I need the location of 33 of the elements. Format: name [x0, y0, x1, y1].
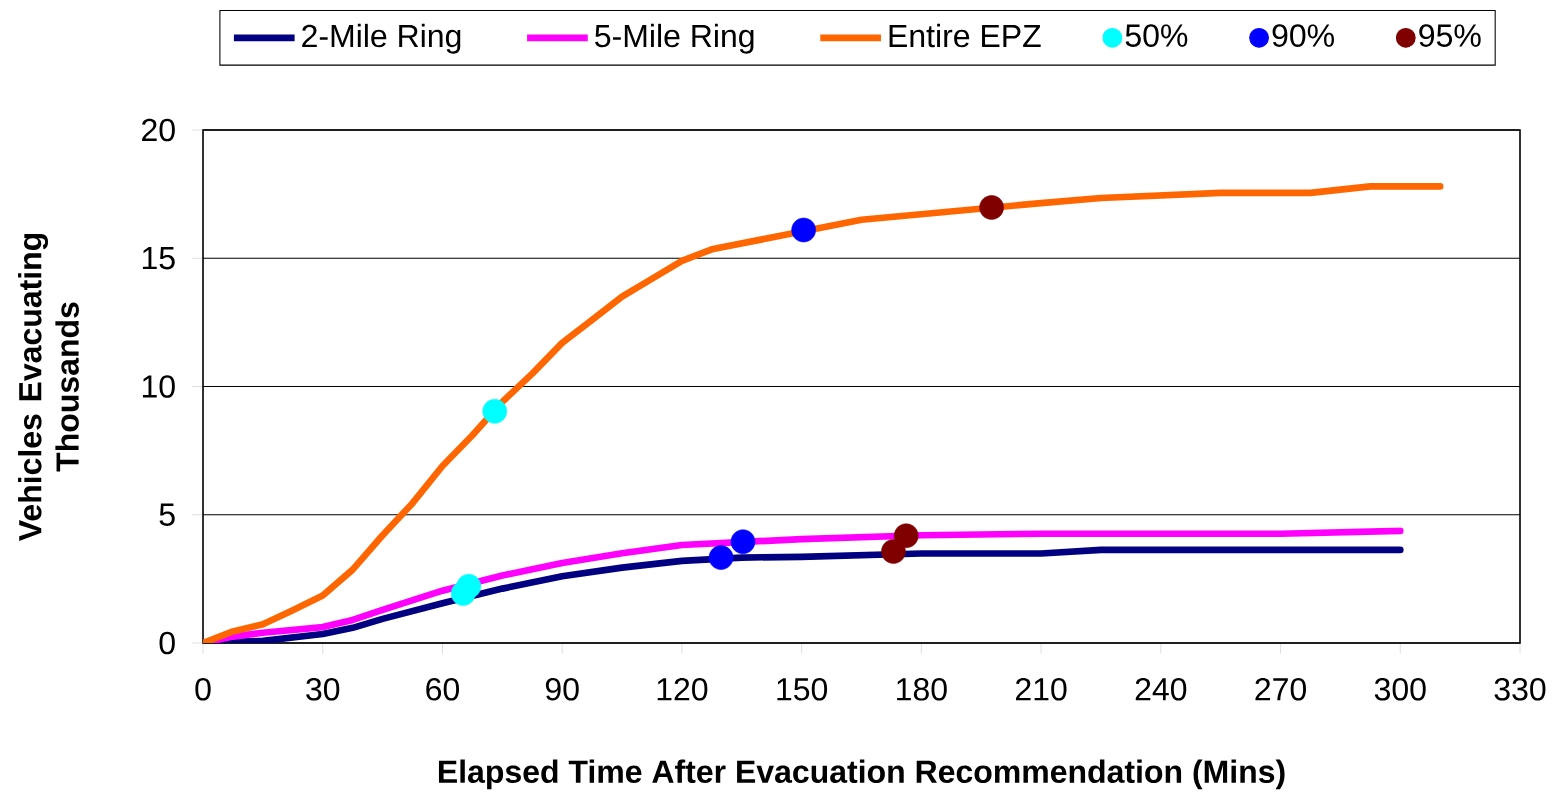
legend-label: 95% [1419, 24, 1481, 47]
x-tick-label: 30 [306, 677, 340, 701]
x-axis-title: Elapsed Time After Evacuation Recommendation (Mins) [438, 759, 1285, 790]
x-tick-label: 0 [195, 677, 211, 701]
point [881, 539, 906, 564]
x-tick-label: 180 [897, 677, 947, 701]
x-tick-label: 270 [1255, 677, 1306, 701]
x-tick-label: 60 [426, 677, 459, 701]
legend-label: 90% [1272, 24, 1334, 47]
point [893, 523, 919, 549]
x-tick-label: 240 [1135, 677, 1187, 701]
legend-label: 2-Mile Ring [302, 23, 461, 54]
legend-label: 50% [1125, 24, 1188, 47]
x-tick-label: 90 [545, 677, 579, 701]
point [979, 195, 1004, 220]
point [730, 529, 756, 554]
point [791, 217, 816, 243]
y-tick-label: 15 [142, 247, 175, 270]
point [482, 399, 508, 424]
y-tick-label: 10 [142, 375, 175, 398]
y-tick-label: 0 [159, 631, 175, 655]
y-tick-label: 5 [159, 503, 175, 526]
legend-label: Entire EPZ [889, 23, 1041, 48]
y-axis-title: Vehicles Evacuating Thousands [18, 233, 79, 542]
y-tick-label: 20 [142, 118, 175, 142]
x-tick-label: 120 [657, 677, 708, 701]
point [708, 545, 734, 570]
x-tick-label: 150 [777, 677, 828, 701]
x-tick-label: 210 [1016, 677, 1067, 701]
x-tick-label: 300 [1374, 677, 1426, 701]
x-tick-label: 330 [1494, 677, 1546, 701]
legend-label: 5-Mile Ring [595, 23, 754, 54]
point [456, 574, 482, 599]
